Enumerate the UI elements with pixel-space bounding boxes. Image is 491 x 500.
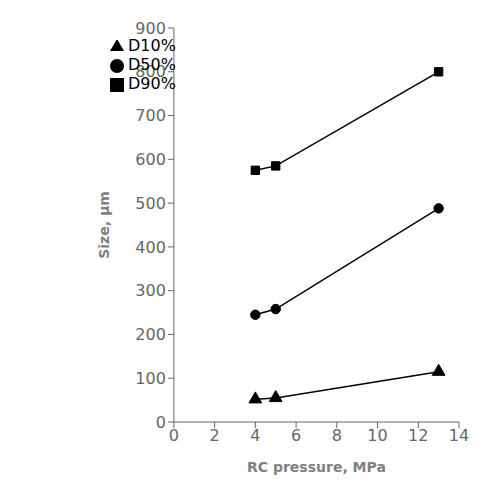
- svg-text:500: 500: [135, 194, 166, 213]
- svg-text:4: 4: [250, 426, 260, 445]
- svg-text:200: 200: [135, 325, 166, 344]
- svg-text:10: 10: [367, 426, 387, 445]
- svg-text:Size, μm: Size, μm: [96, 191, 112, 259]
- svg-text:RC pressure, MPa: RC pressure, MPa: [247, 459, 386, 475]
- svg-text:0: 0: [156, 413, 166, 432]
- svg-text:12: 12: [408, 426, 428, 445]
- svg-text:14: 14: [449, 426, 469, 445]
- svg-text:600: 600: [135, 150, 166, 169]
- svg-text:2: 2: [210, 426, 220, 445]
- svg-text:700: 700: [135, 106, 166, 125]
- svg-text:8: 8: [332, 426, 342, 445]
- svg-text:0: 0: [169, 426, 179, 445]
- svg-text:900: 900: [135, 19, 166, 38]
- svg-text:6: 6: [291, 426, 301, 445]
- svg-text:100: 100: [135, 369, 166, 388]
- svg-text:300: 300: [135, 281, 166, 300]
- svg-text:800: 800: [135, 62, 166, 81]
- svg-text:400: 400: [135, 238, 166, 257]
